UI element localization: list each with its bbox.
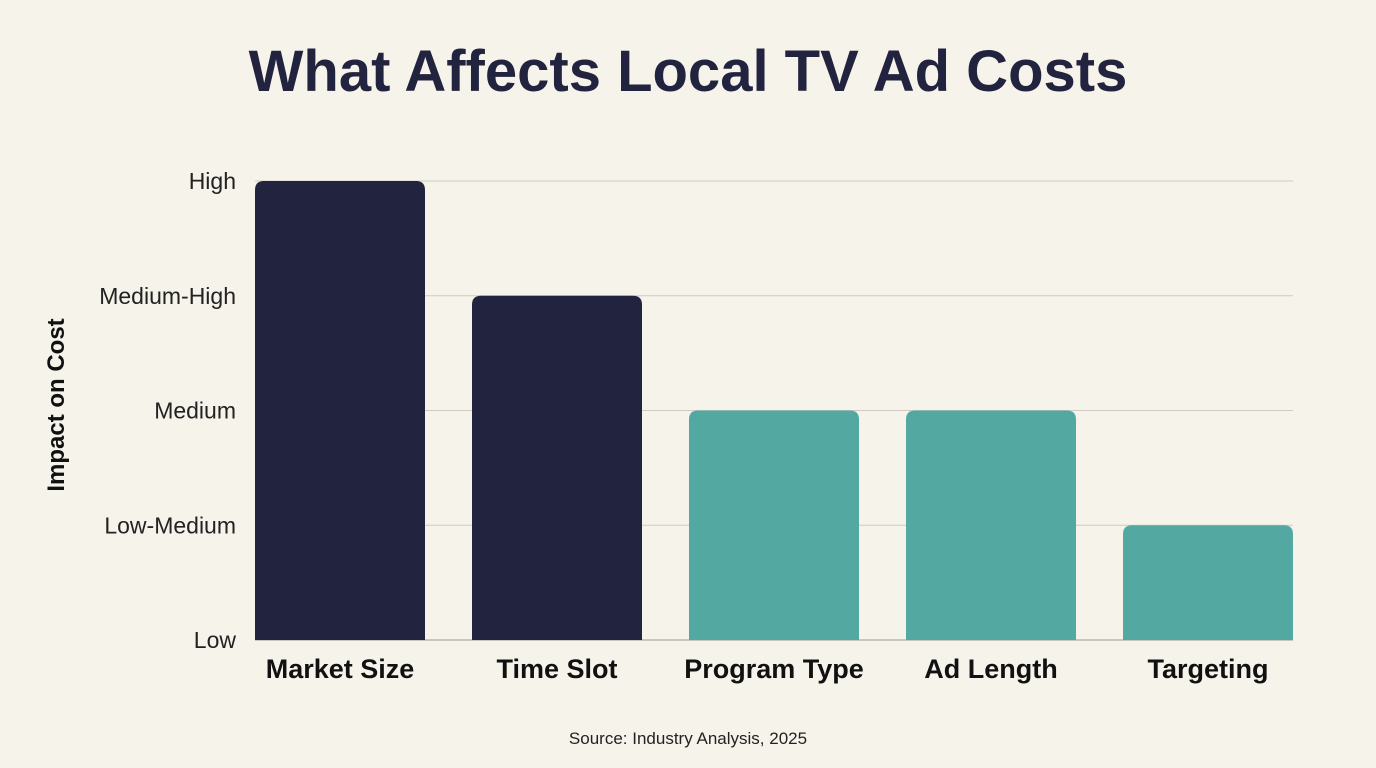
- source-note: Source: Industry Analysis, 2025: [568, 729, 808, 748]
- x-tick-label: Ad Length: [924, 654, 1057, 684]
- y-tick-label: Medium: [154, 398, 236, 424]
- x-tick-label: Program Type: [684, 654, 864, 684]
- y-tick-label: Medium-High: [99, 283, 236, 309]
- bar-market-size: [255, 181, 425, 640]
- bar-ad-length: [906, 410, 1076, 640]
- x-tick-label: Market Size: [266, 654, 415, 684]
- bar-targeting: [1123, 525, 1293, 640]
- chart-title: What Affects Local TV Ad Costs: [248, 39, 1128, 104]
- y-tick-label: High: [189, 168, 236, 194]
- y-tick-label: Low: [194, 627, 237, 653]
- x-tick-label: Targeting: [1148, 654, 1269, 684]
- bar-time-slot: [472, 295, 642, 640]
- bar-program-type: [689, 410, 859, 640]
- x-tick-label: Time Slot: [496, 654, 617, 684]
- y-tick-label: Low-Medium: [104, 512, 236, 538]
